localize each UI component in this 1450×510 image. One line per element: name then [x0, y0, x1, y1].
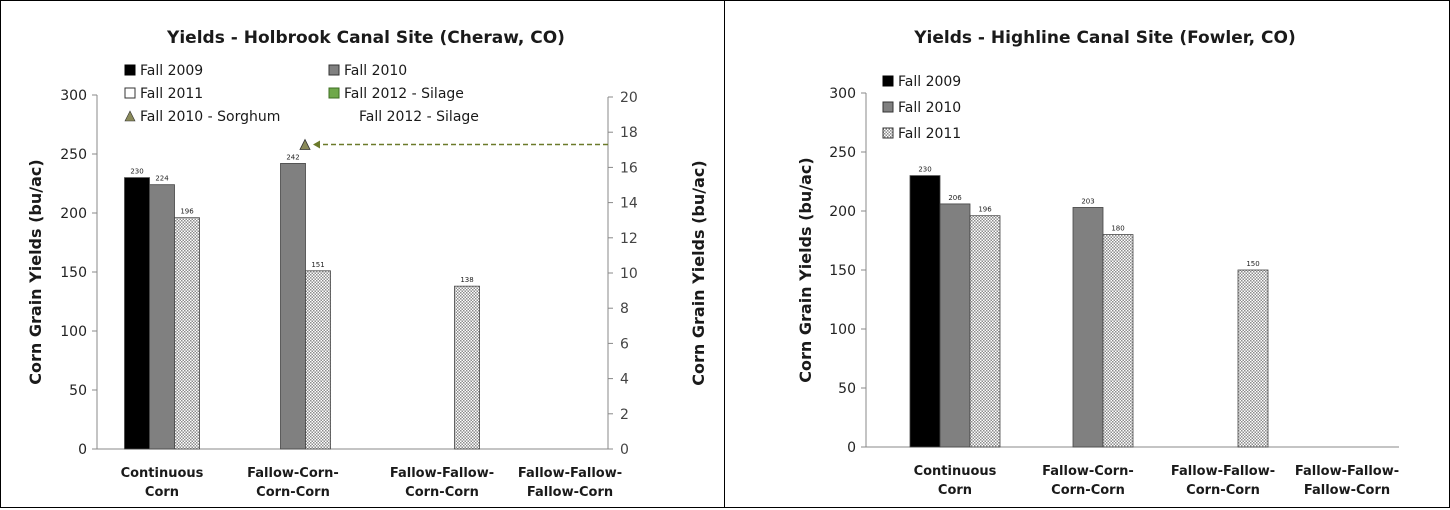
y2-tick-label: 20 — [620, 90, 638, 106]
data-label: 206 — [948, 194, 962, 202]
legend-label: Fall 2010 — [344, 63, 407, 79]
x-category-label: Fallow-Corn- — [1042, 464, 1134, 479]
x-category-label: Fallow-Corn- — [247, 466, 339, 481]
legend-marker-triangle — [124, 110, 136, 122]
bar-gray — [939, 203, 971, 448]
y-tick-label: 0 — [78, 442, 87, 458]
legend-marker-black — [882, 75, 894, 87]
highline-chart: Yields - Highline Canal Site (Fowler, CO… — [796, 28, 1399, 498]
data-label: 150 — [1246, 260, 1259, 268]
y-tick-label: 100 — [829, 322, 856, 338]
legend-marker-white — [124, 87, 136, 99]
legend-label: Fall 2010 — [898, 100, 961, 116]
y2-tick-label: 18 — [620, 125, 638, 141]
y-tick-label: 250 — [60, 147, 87, 163]
highline-chart-panel: Yields - Highline Canal Site (Fowler, CO… — [724, 0, 1450, 508]
x-category-label: Corn-Corn — [1186, 483, 1260, 498]
y-tick-label: 300 — [829, 86, 856, 102]
data-label: 230 — [130, 168, 143, 176]
bar-hatch — [1102, 234, 1134, 448]
legend-label: Fall 2010 - Sorghum — [140, 109, 280, 125]
x-category-label: Corn — [145, 485, 179, 500]
legend-label: Fall 2009 — [898, 74, 961, 90]
x-category-label: Corn-Corn — [405, 485, 479, 500]
x-category-label: Fallow-Corn — [527, 485, 613, 500]
legend-label: Fall 2009 — [140, 63, 203, 79]
x-category-label: Fallow-Fallow- — [518, 466, 622, 481]
sorghum-arrow-head — [313, 140, 320, 149]
y-tick-label: 50 — [69, 383, 87, 399]
y2-tick-label: 12 — [620, 231, 638, 247]
x-category-label: Continuous — [914, 464, 997, 479]
y-tick-label: 150 — [829, 263, 856, 279]
y2-tick-label: 10 — [620, 266, 638, 282]
bar-hatch — [305, 270, 331, 450]
data-label: 203 — [1081, 197, 1094, 205]
y2-tick-label: 14 — [620, 196, 638, 212]
y-tick-label: 200 — [829, 204, 856, 220]
y-axis-label: Corn Grain Yields (bu/ac) — [796, 157, 815, 382]
x-category-label: Corn-Corn — [1051, 483, 1125, 498]
chart-title: Yields - Highline Canal Site (Fowler, CO… — [913, 28, 1296, 48]
bar-black — [909, 175, 941, 448]
bar-hatch — [969, 215, 1001, 448]
y-tick-label: 0 — [847, 440, 856, 456]
data-label: 224 — [155, 175, 169, 183]
data-label: 138 — [460, 276, 473, 284]
y2-axis-label: Corn Grain Yields (bu/ac) — [689, 160, 708, 385]
data-label: 180 — [1111, 225, 1124, 233]
x-category-label: Corn — [938, 483, 972, 498]
y2-tick-label: 0 — [620, 442, 629, 458]
legend-label: Fall 2012 - Silage — [359, 109, 479, 125]
y2-tick-label: 4 — [620, 372, 629, 388]
legend-marker-gray — [882, 101, 894, 113]
y-tick-label: 250 — [829, 145, 856, 161]
y2-tick-label: 8 — [620, 301, 629, 317]
legend-marker-green — [328, 87, 340, 99]
data-label: 196 — [180, 208, 194, 216]
sorghum-point — [299, 138, 311, 150]
bar-gray — [149, 184, 175, 450]
y-tick-label: 200 — [60, 206, 87, 222]
bar-hatch — [1237, 269, 1269, 448]
data-label: 230 — [918, 166, 931, 174]
y-axis-label: Corn Grain Yields (bu/ac) — [26, 159, 45, 384]
legend-label: Fall 2012 - Silage — [344, 86, 464, 102]
y-tick-label: 150 — [60, 265, 87, 281]
legend-marker-gray — [328, 64, 340, 76]
y-tick-label: 300 — [60, 88, 87, 104]
bar-gray — [280, 163, 306, 450]
x-category-label: Continuous — [121, 466, 204, 481]
x-category-label: Fallow-Fallow- — [1295, 464, 1399, 479]
legend-label: Fall 2011 — [898, 126, 961, 142]
y2-tick-label: 6 — [620, 336, 629, 352]
bar-hatch — [174, 217, 200, 450]
data-label: 242 — [286, 153, 299, 161]
data-label: 151 — [311, 261, 324, 269]
legend-marker-hatch — [882, 127, 894, 139]
holbrook-chart-panel: Yields - Holbrook Canal Site (Cheraw, CO… — [0, 0, 725, 508]
y2-tick-label: 16 — [620, 160, 638, 176]
bar-hatch — [454, 285, 480, 450]
x-category-label: Fallow-Corn — [1304, 483, 1390, 498]
holbrook-chart: Yields - Holbrook Canal Site (Cheraw, CO… — [26, 28, 708, 500]
chart-title: Yields - Holbrook Canal Site (Cheraw, CO… — [166, 28, 565, 48]
x-category-label: Fallow-Fallow- — [1171, 464, 1275, 479]
y-tick-label: 50 — [838, 381, 856, 397]
bar-gray — [1072, 207, 1104, 448]
legend-marker-black — [124, 64, 136, 76]
y-tick-label: 100 — [60, 324, 87, 340]
bar-black — [124, 177, 150, 450]
y2-tick-label: 2 — [620, 407, 629, 423]
x-category-label: Corn-Corn — [256, 485, 330, 500]
data-label: 196 — [978, 206, 992, 214]
x-category-label: Fallow-Fallow- — [390, 466, 494, 481]
legend-label: Fall 2011 — [140, 86, 203, 102]
